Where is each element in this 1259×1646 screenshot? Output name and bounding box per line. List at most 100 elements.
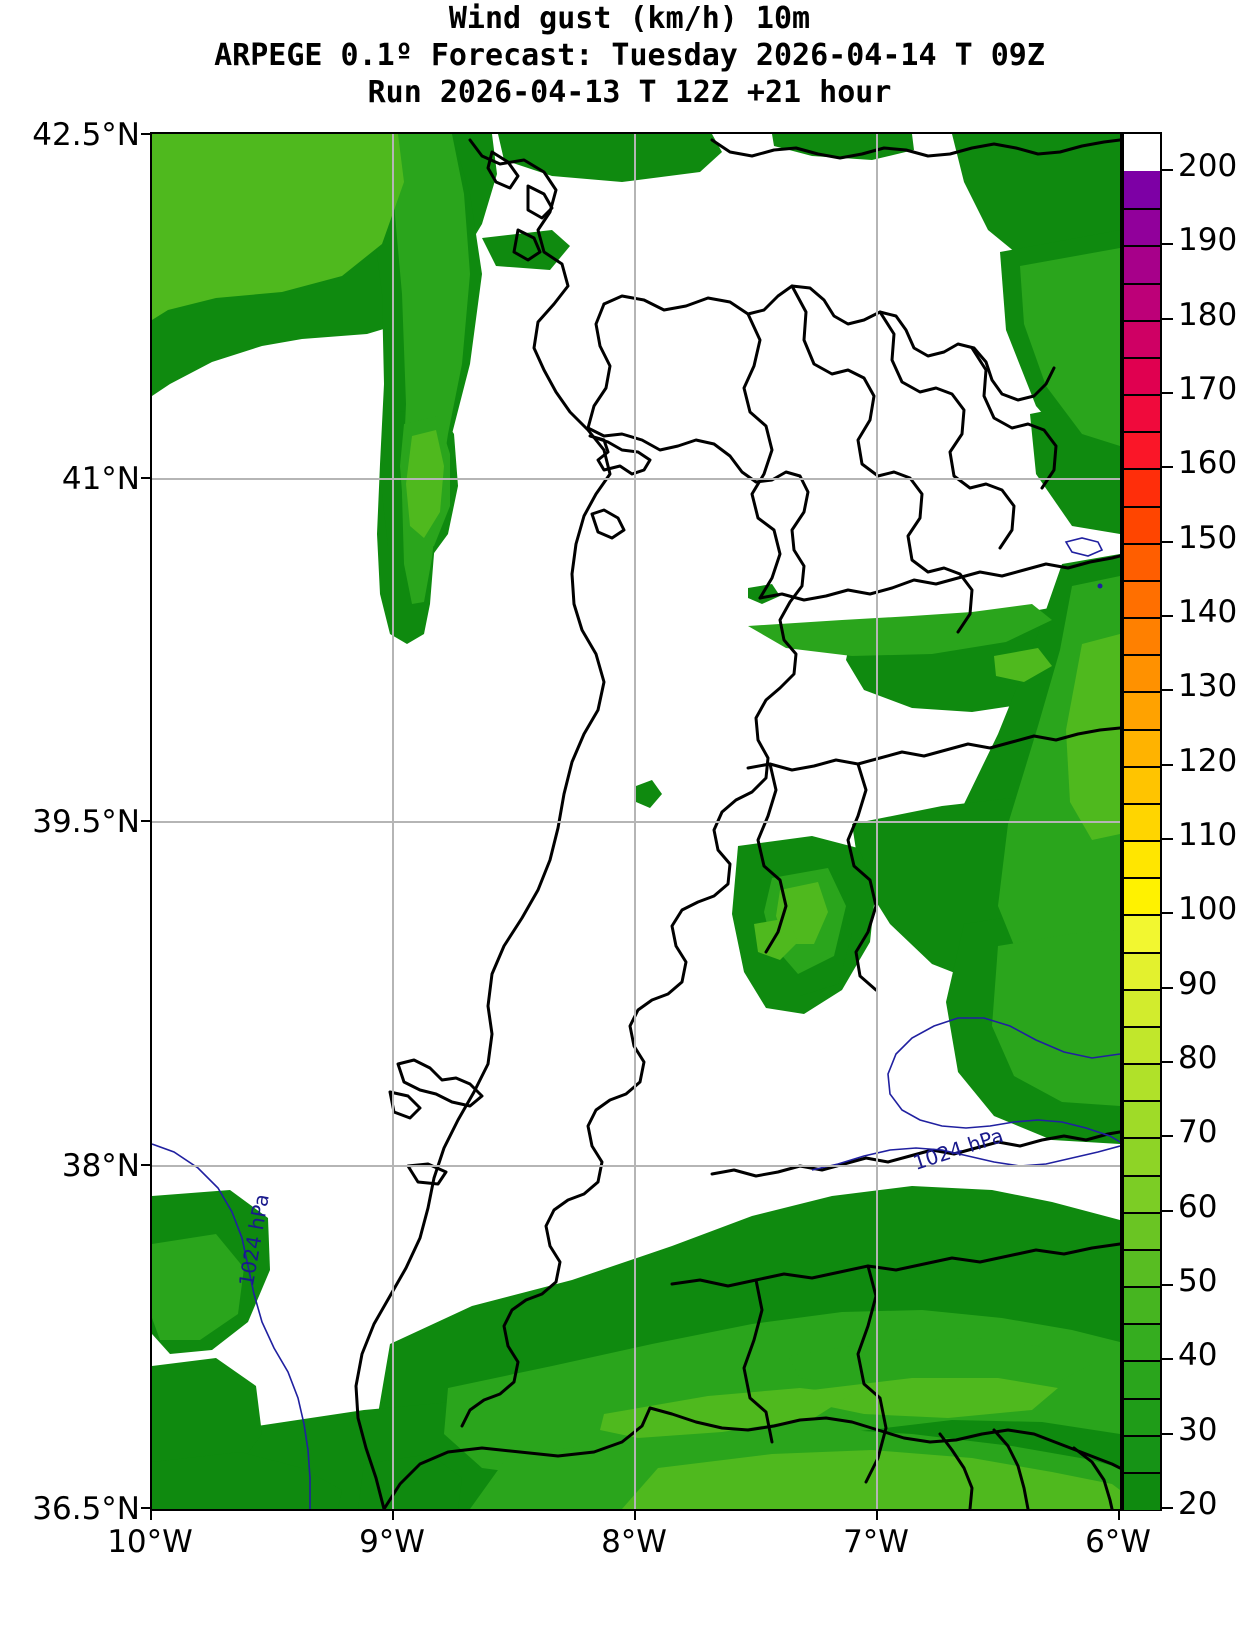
colorbar-tick-mark: [1160, 392, 1173, 395]
colorbar-tick-mark: [1160, 1507, 1173, 1509]
colorbar-band: [1124, 1025, 1160, 1064]
colorbar-band: [1124, 282, 1160, 321]
colorbar-tick-label: 80: [1178, 1040, 1218, 1077]
colorbar-band: [1124, 505, 1160, 544]
colorbar-band-separator: [1124, 1211, 1160, 1214]
colorbar-band-separator: [1124, 1434, 1160, 1437]
colorbar-tick-label: 140: [1178, 594, 1238, 631]
colorbar-band: [1124, 951, 1160, 990]
colorbar-tick-mark: [1160, 1284, 1173, 1287]
title-line-3: Run 2026-04-13 T 12Z +21 hour: [367, 75, 892, 110]
colorbar-band-separator: [1124, 1286, 1160, 1289]
colorbar-tick-mark: [1160, 169, 1173, 172]
x-axis-tick-mark: [876, 1509, 878, 1520]
colorbar-band: [1124, 1174, 1160, 1213]
colorbar-band-separator: [1124, 691, 1160, 694]
y-axis-tick-label: 39.5°N: [32, 804, 140, 840]
colorbar-band-separator: [1124, 728, 1160, 731]
colorbar-tick-label: 160: [1178, 445, 1238, 482]
colorbar-band-separator: [1124, 617, 1160, 620]
colorbar-tick-label: 20: [1178, 1486, 1218, 1522]
gridline-horizontal-395n: [152, 821, 1120, 823]
colorbar-tick-mark: [1160, 1061, 1173, 1064]
colorbar-band-separator: [1124, 1360, 1160, 1363]
y-axis-tick-label: 42.5°N: [32, 117, 140, 153]
colorbar-tick-label: 120: [1178, 742, 1238, 779]
colorbar-band-separator: [1124, 505, 1160, 508]
colorbar-band: [1124, 1100, 1160, 1138]
colorbar-band: [1124, 728, 1160, 767]
x-axis-tick-label: 9°W: [359, 1524, 425, 1560]
colorbar-band: [1124, 914, 1160, 953]
colorbar-band: [1124, 1471, 1160, 1510]
colorbar-band: [1124, 1211, 1160, 1250]
colorbar-band: [1124, 579, 1160, 618]
colorbar-band: [1124, 1286, 1160, 1324]
colorbar-tick-label: 150: [1178, 519, 1238, 556]
colorbar-band: [1124, 877, 1160, 915]
colorbar-band: [1124, 431, 1160, 470]
colorbar-band: [1124, 617, 1160, 655]
y-axis-tick-label: 36.5°N: [32, 1491, 140, 1527]
x-axis-tick-label: 6°W: [1085, 1524, 1151, 1560]
colorbar-band-separator: [1124, 579, 1160, 582]
colorbar-band: [1124, 356, 1160, 395]
colorbar-band-separator: [1124, 951, 1160, 954]
y-axis-tick-mark: [141, 477, 152, 479]
colorbar-tick-mark: [1160, 466, 1173, 469]
colorbar-tick-mark: [1160, 1135, 1173, 1138]
y-axis-tick-label: 38°N: [61, 1148, 140, 1184]
chart-title-block: Wind gust (km/h) 10m ARPEGE 0.1º Forecas…: [0, 0, 1259, 111]
colorbar-band: [1124, 988, 1160, 1027]
colorbar-band-separator: [1124, 914, 1160, 917]
colorbar-band-separator: [1124, 245, 1160, 248]
x-axis-tick-mark: [150, 1509, 152, 1520]
isobar-lines: [152, 537, 1120, 1509]
colorbar-band-separator: [1124, 1025, 1160, 1028]
colorbar-band: [1124, 1360, 1160, 1399]
colorbar-tick-mark: [1160, 1209, 1173, 1212]
colorbar-band: [1124, 765, 1160, 804]
colorbar-band-separator: [1124, 282, 1160, 285]
colorbar-band: [1124, 1248, 1160, 1287]
title-line-2: ARPEGE 0.1º Forecast: Tuesday 2026-04-14…: [214, 38, 1045, 73]
colorbar-band-separator: [1124, 394, 1160, 397]
colorbar-tick-mark: [1160, 243, 1173, 246]
title-line-1: Wind gust (km/h) 10m: [448, 1, 811, 36]
colorbar-tick-mark: [1160, 838, 1173, 841]
colorbar-band: [1124, 1434, 1160, 1473]
colorbar-band-separator: [1124, 1174, 1160, 1177]
gridline-horizontal-38n: [152, 1165, 1120, 1167]
colorbar-band-separator: [1124, 1471, 1160, 1474]
colorbar-band-separator: [1124, 877, 1160, 880]
colorbar-band: [1124, 1063, 1160, 1101]
x-axis-tick-label: 10°W: [107, 1524, 193, 1560]
colorbar-band-separator: [1124, 802, 1160, 805]
colorbar-band: [1124, 542, 1160, 581]
colorbar-band: [1124, 394, 1160, 432]
y-axis-tick-mark: [141, 1164, 152, 1166]
colorbar-tick-label: 190: [1178, 222, 1238, 259]
colorbar-tick-mark: [1160, 615, 1173, 618]
colorbar-tick-label: 60: [1178, 1188, 1218, 1225]
colorbar-band-separator: [1124, 319, 1160, 322]
gust-band-35: [152, 134, 1120, 1509]
y-axis-tick-label: 41°N: [61, 461, 140, 497]
colorbar-band-separator: [1124, 654, 1160, 657]
colorbar-band-separator: [1124, 468, 1160, 471]
colorbar-tick-mark: [1160, 763, 1173, 766]
x-axis-tick-mark: [392, 1509, 394, 1520]
gridline-horizontal-41n: [152, 478, 1120, 480]
colorbar-tick-label: 50: [1178, 1263, 1218, 1300]
colorbar-tick-label: 110: [1178, 817, 1238, 854]
colorbar-tick-label: 130: [1178, 668, 1238, 705]
colorbar-tick-mark: [1160, 1358, 1173, 1361]
colorbar-band: [1124, 208, 1160, 247]
colorbar-band: [1124, 840, 1160, 878]
colorbar-tick-label: 200: [1178, 148, 1238, 185]
colorbar-band: [1124, 171, 1160, 209]
colorbar-band-separator: [1124, 765, 1160, 768]
x-axis-tick-label: 7°W: [843, 1524, 909, 1560]
colorbar-tick-label: 40: [1178, 1337, 1218, 1374]
x-axis-tick-label: 8°W: [601, 1524, 667, 1560]
